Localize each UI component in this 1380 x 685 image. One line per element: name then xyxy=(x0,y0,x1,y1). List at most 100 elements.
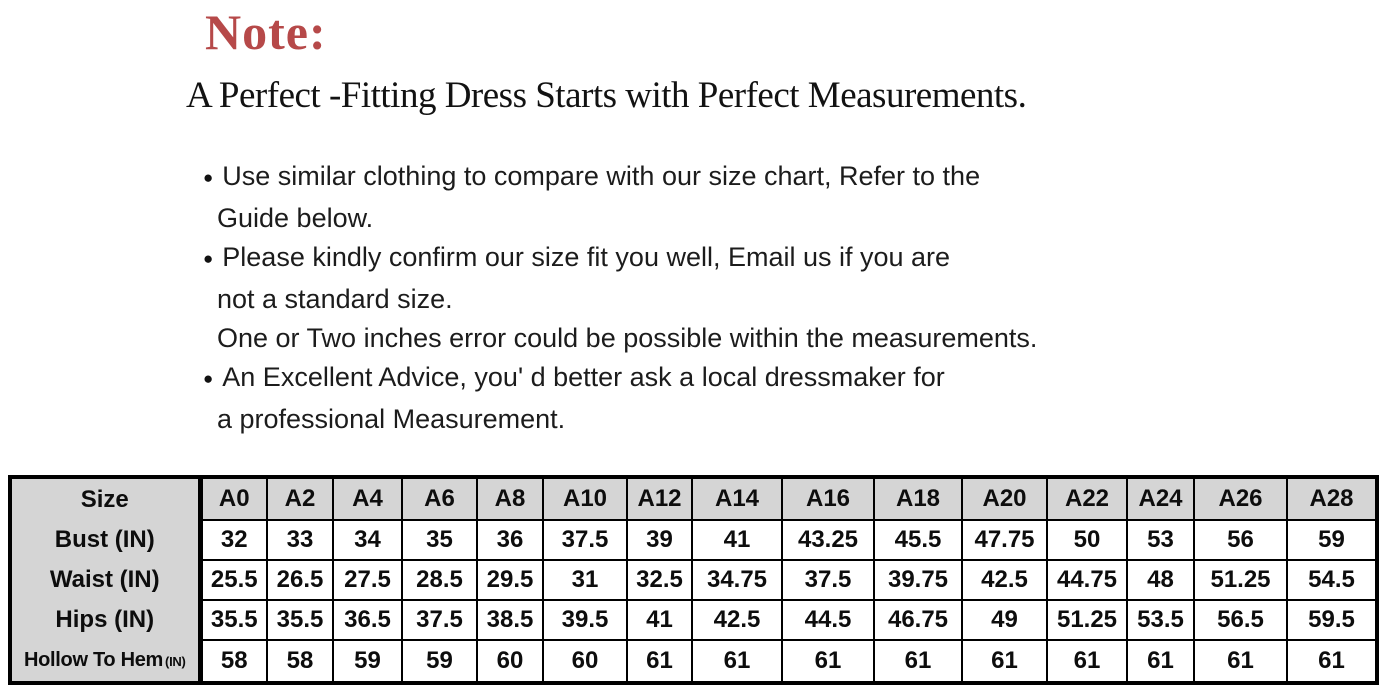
size-cell: 37.5 xyxy=(401,599,478,641)
size-cell: 35.5 xyxy=(199,599,268,641)
column-header-a10: A10 xyxy=(542,476,628,521)
size-cell: 61 xyxy=(691,639,783,684)
size-cell: 32.5 xyxy=(626,559,693,601)
size-cell: 35.5 xyxy=(266,599,334,641)
column-header-a12: A12 xyxy=(626,476,693,521)
note-text: An Excellent Advice, you' d better ask a… xyxy=(222,362,945,392)
column-header-a2: A2 xyxy=(266,476,334,521)
size-cell: 42.5 xyxy=(961,559,1048,601)
size-cell: 34.75 xyxy=(691,559,783,601)
size-cell: 25.5 xyxy=(199,559,268,601)
size-cell: 59 xyxy=(332,639,403,684)
size-cell: 44.5 xyxy=(781,599,875,641)
size-cell: 43.25 xyxy=(781,519,875,561)
row-label-bust: Bust (IN) xyxy=(10,520,203,560)
table-row-hollow-to-hem: Hollow To Hem (IN) 58 58 59 59 60 60 61 6… xyxy=(10,639,1378,684)
size-cell: 58 xyxy=(266,639,334,684)
size-cell: 33 xyxy=(266,519,334,561)
size-cell: 61 xyxy=(626,639,693,684)
size-cell: 31 xyxy=(542,559,628,601)
size-cell: 61 xyxy=(1286,639,1378,684)
table-row-hips: Hips (IN) 35.5 35.5 36.5 37.5 38.5 39.5 … xyxy=(10,599,1378,641)
size-cell: 50 xyxy=(1046,519,1128,561)
note-text: a professional Measurement. xyxy=(217,404,566,434)
column-header-a14: A14 xyxy=(691,476,783,521)
note-text: not a standard size. xyxy=(217,284,453,314)
row-label-hips: Hips (IN) xyxy=(10,600,203,640)
column-header-a22: A22 xyxy=(1046,476,1128,521)
size-cell: 39 xyxy=(626,519,693,561)
size-cell: 61 xyxy=(961,639,1048,684)
size-cell: 38.5 xyxy=(476,599,544,641)
notes-section: ● Use similar clothing to compare with ou… xyxy=(0,157,1380,439)
size-cell: 51.25 xyxy=(1193,559,1288,601)
size-cell: 59 xyxy=(401,639,478,684)
size-cell: 27.5 xyxy=(332,559,403,601)
note-line: not a standard size. xyxy=(0,280,1380,319)
note-text: Use similar clothing to compare with our… xyxy=(222,161,981,191)
page-title: Note: xyxy=(205,4,327,60)
column-header-a24: A24 xyxy=(1126,476,1195,521)
size-cell: 44.75 xyxy=(1046,559,1128,601)
row-label-unit: (IN) xyxy=(165,654,186,669)
size-cell: 45.5 xyxy=(873,519,963,561)
size-chart-table: Size A0 A2 A4 A6 A8 A10 A12 A14 A16 A18 … xyxy=(8,475,1379,685)
note-line: One or Two inches error could be possibl… xyxy=(0,319,1380,358)
size-cell: 39.5 xyxy=(542,599,628,641)
note-line: ● Use similar clothing to compare with ou… xyxy=(0,157,1380,199)
size-cell: 32 xyxy=(199,519,268,561)
size-cell: 26.5 xyxy=(266,559,334,601)
note-text: Guide below. xyxy=(217,203,374,233)
size-cell: 48 xyxy=(1126,559,1195,601)
size-cell: 51.25 xyxy=(1046,599,1128,641)
column-header-a16: A16 xyxy=(781,476,875,521)
size-cell: 59 xyxy=(1286,519,1378,561)
size-cell: 60 xyxy=(476,639,544,684)
size-cell: 53.5 xyxy=(1126,599,1195,641)
note-text: One or Two inches error could be possibl… xyxy=(217,323,1038,353)
column-header-a18: A18 xyxy=(873,476,963,521)
size-cell: 36.5 xyxy=(332,599,403,641)
table-row-bust: Bust (IN) 32 33 34 35 36 37.5 39 41 43.2… xyxy=(10,519,1378,561)
size-cell: 56 xyxy=(1193,519,1288,561)
size-cell: 47.75 xyxy=(961,519,1048,561)
note-line: ● Please kindly confirm our size fit you … xyxy=(0,238,1380,280)
column-header-size: Size xyxy=(10,477,203,520)
size-cell: 61 xyxy=(781,639,875,684)
note-text: Please kindly confirm our size fit you w… xyxy=(222,242,951,272)
size-cell: 59.5 xyxy=(1286,599,1378,641)
size-cell: 61 xyxy=(1046,639,1128,684)
size-cell: 54.5 xyxy=(1286,559,1378,601)
column-header-a26: A26 xyxy=(1193,476,1288,521)
size-cell: 39.75 xyxy=(873,559,963,601)
column-header-a0: A0 xyxy=(199,476,268,521)
size-cell: 58 xyxy=(199,639,268,684)
bullet-icon: ● xyxy=(203,369,214,388)
page-subtitle: A Perfect -Fitting Dress Starts with Per… xyxy=(186,75,1027,116)
size-cell: 53 xyxy=(1126,519,1195,561)
size-cell: 60 xyxy=(542,639,628,684)
bullet-icon: ● xyxy=(203,249,214,268)
note-line: ● An Excellent Advice, you' d better ask … xyxy=(0,358,1380,400)
row-label-text: Hollow To Hem xyxy=(23,649,164,671)
size-cell: 41 xyxy=(626,599,693,641)
size-cell: 61 xyxy=(873,639,963,684)
size-cell: 46.75 xyxy=(873,599,963,641)
size-cell: 49 xyxy=(961,599,1048,641)
table-row-waist: Waist (IN) 25.5 26.5 27.5 28.5 29.5 31 3… xyxy=(10,559,1378,601)
column-header-a20: A20 xyxy=(961,476,1048,521)
size-cell: 37.5 xyxy=(781,559,875,601)
row-label-waist: Waist (IN) xyxy=(10,560,203,600)
size-cell: 35 xyxy=(401,519,478,561)
column-header-a28: A28 xyxy=(1286,476,1378,521)
column-header-a8: A8 xyxy=(476,476,544,521)
table-header-row: Size A0 A2 A4 A6 A8 A10 A12 A14 A16 A18 … xyxy=(10,476,1378,521)
size-cell: 36 xyxy=(476,519,544,561)
size-cell: 61 xyxy=(1193,639,1288,684)
size-cell: 42.5 xyxy=(691,599,783,641)
note-line: a professional Measurement. xyxy=(0,400,1380,439)
row-label-hollow-to-hem: Hollow To Hem (IN) xyxy=(10,640,203,683)
note-line: Guide below. xyxy=(0,199,1380,238)
size-cell: 34 xyxy=(332,519,403,561)
